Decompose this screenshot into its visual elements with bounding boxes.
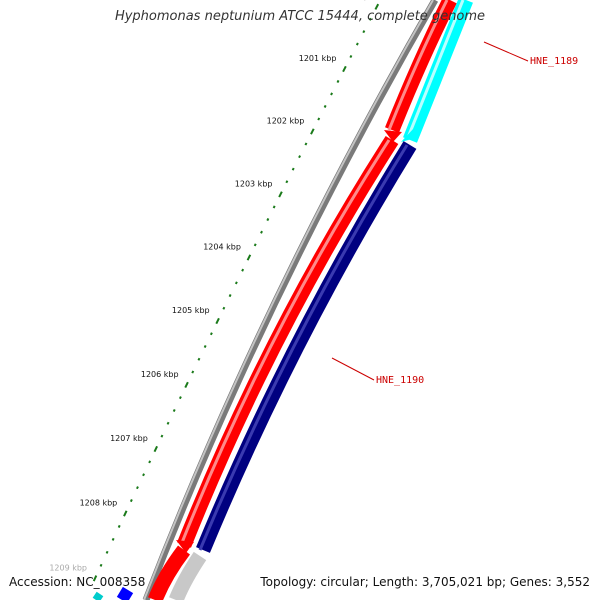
scale-label: 1203 kbp bbox=[235, 179, 273, 188]
minor-tick bbox=[266, 218, 270, 222]
svg-text:HNE_1189: HNE_1189 bbox=[530, 56, 578, 67]
major-tick bbox=[92, 575, 98, 582]
minor-tick bbox=[304, 142, 308, 146]
minor-tick bbox=[241, 268, 245, 272]
reverse-gene-track bbox=[169, 0, 473, 600]
scale-label: 1206 kbp bbox=[141, 370, 179, 379]
major-tick bbox=[310, 128, 315, 135]
minor-tick bbox=[260, 230, 263, 234]
minor-tick bbox=[222, 306, 226, 310]
minor-tick bbox=[291, 167, 295, 171]
major-tick bbox=[184, 381, 189, 388]
backbone-ring bbox=[142, 0, 439, 600]
minor-tick bbox=[336, 79, 340, 83]
gene-hne-1190 bbox=[196, 141, 417, 553]
genome-summary: Topology: circular; Length: 3,705,021 bp… bbox=[260, 575, 590, 589]
minor-tick bbox=[317, 117, 321, 121]
forward-gene-track bbox=[148, 0, 457, 600]
svg-text:HNE_1190: HNE_1190 bbox=[376, 375, 424, 386]
minor-tick bbox=[330, 92, 334, 96]
gene-label-hne-1190[interactable]: HNE_1190 bbox=[331, 357, 424, 386]
gene-label-hne-1189[interactable]: HNE_1189 bbox=[483, 41, 578, 67]
minor-tick bbox=[272, 205, 276, 209]
scale-label: 1204 kbp bbox=[203, 243, 241, 252]
scale-tick-labels: 1200 kbp 1201 kbp 1202 kbp 1203 kbp 1204 kbp… bbox=[49, 0, 368, 572]
minor-tick bbox=[160, 434, 164, 438]
minor-tick bbox=[285, 180, 289, 184]
gene-next-light bbox=[169, 551, 207, 600]
minor-tick bbox=[148, 460, 152, 464]
minor-tick bbox=[197, 357, 201, 361]
minor-tick bbox=[209, 332, 213, 336]
scale-label: 1201 kbp bbox=[299, 54, 337, 63]
minor-tick bbox=[298, 155, 302, 159]
minor-tick bbox=[142, 473, 145, 477]
minor-tick bbox=[323, 104, 327, 108]
scale-label: 1200 kbp bbox=[331, 0, 369, 1]
minor-tick bbox=[117, 524, 121, 528]
scale-label: 1207 kbp bbox=[110, 434, 148, 443]
scale-ticks bbox=[92, 3, 380, 582]
gene-hne-1189 bbox=[403, 0, 473, 143]
minor-tick bbox=[349, 54, 353, 59]
scale-label: 1202 kbp bbox=[267, 116, 305, 125]
minor-tick bbox=[234, 281, 238, 285]
minor-tick bbox=[111, 537, 115, 541]
accession-label: Accession: NC_008358 bbox=[9, 575, 146, 589]
forward-gene-main bbox=[177, 135, 399, 548]
minor-tick bbox=[99, 563, 103, 567]
genome-title: Hyphomonas neptunium ATCC 15444, complet… bbox=[114, 9, 486, 24]
minor-tick bbox=[253, 243, 257, 247]
major-tick bbox=[153, 445, 158, 453]
minor-tick bbox=[191, 370, 195, 374]
scale-label: 1205 kbp bbox=[172, 306, 210, 315]
forward-gene-upper bbox=[385, 0, 457, 133]
minor-tick bbox=[228, 294, 232, 298]
minor-tick bbox=[368, 17, 372, 21]
scale-label: 1209 kbp bbox=[49, 563, 87, 572]
forward-gene-arrowhead bbox=[384, 130, 402, 142]
major-tick bbox=[374, 3, 380, 10]
minor-tick bbox=[172, 408, 176, 412]
minor-tick bbox=[355, 42, 359, 46]
minor-tick bbox=[178, 396, 182, 400]
blue-gene-fragment bbox=[92, 586, 134, 600]
minor-tick bbox=[166, 421, 170, 425]
major-tick bbox=[246, 254, 252, 261]
minor-tick bbox=[203, 344, 207, 349]
minor-tick bbox=[129, 499, 133, 503]
minor-tick bbox=[136, 486, 139, 490]
forward-gene-lower bbox=[148, 545, 190, 600]
major-tick bbox=[123, 510, 128, 517]
major-tick bbox=[342, 65, 347, 73]
scale-label: 1208 kbp bbox=[80, 498, 118, 507]
minor-tick bbox=[105, 550, 109, 554]
minor-tick bbox=[362, 30, 366, 34]
major-tick bbox=[215, 317, 220, 325]
major-tick bbox=[278, 191, 283, 198]
